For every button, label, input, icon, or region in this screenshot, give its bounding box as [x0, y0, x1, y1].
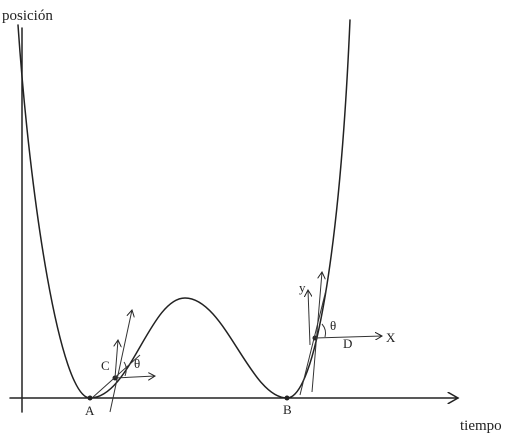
point-label: D — [343, 336, 352, 351]
arrow — [311, 272, 322, 393]
arrow — [308, 290, 310, 346]
axis-letter: y — [299, 280, 306, 295]
y-axis-label: posición — [2, 8, 53, 24]
arrow — [115, 340, 118, 379]
arrow — [109, 310, 132, 413]
point — [284, 395, 290, 401]
angle-arc — [123, 361, 127, 377]
angle-arc — [321, 323, 327, 338]
point-label: A — [85, 403, 95, 418]
tangent-line — [91, 354, 141, 399]
point — [87, 395, 93, 401]
tangent-line — [299, 289, 327, 396]
point-label: C — [101, 358, 110, 373]
arrow — [114, 376, 155, 378]
angle-label: θ — [330, 318, 336, 333]
curve — [17, 19, 351, 399]
axis-letter: X — [386, 330, 396, 345]
arrow — [314, 336, 382, 338]
point-label: B — [283, 402, 292, 417]
angle-label: θ — [134, 356, 140, 371]
x-axis-label: tiempo — [460, 418, 502, 434]
